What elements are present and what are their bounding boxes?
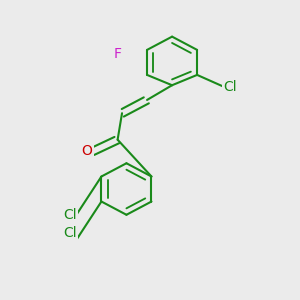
Text: Cl: Cl [63,226,76,240]
Text: Cl: Cl [63,208,76,222]
Text: Cl: Cl [224,80,237,94]
Text: F: F [114,47,122,61]
Text: O: O [82,145,93,158]
Text: Cl: Cl [63,208,76,222]
Text: Cl: Cl [224,80,237,94]
Text: O: O [82,145,93,158]
Text: F: F [114,47,122,61]
Text: Cl: Cl [63,226,76,240]
